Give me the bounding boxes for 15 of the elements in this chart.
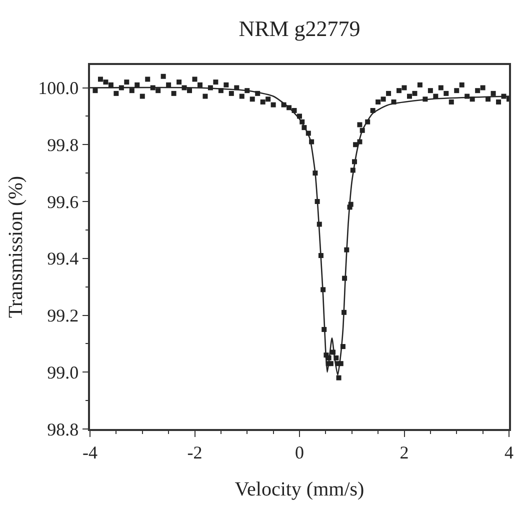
x-axis-title: Velocity (mm/s): [234, 478, 364, 500]
y-tick-label: 99.0: [47, 362, 79, 382]
x-tick-label: -4: [82, 442, 98, 462]
y-tick-label: 99.6: [47, 192, 79, 212]
y-axis-title: Transmission (%): [5, 176, 28, 318]
chart-title: NRM g22779: [238, 16, 360, 41]
y-tick-label: 99.8: [47, 134, 79, 155]
y-tick-label: 99.4: [47, 248, 79, 269]
y-tick-label: 98.8: [47, 419, 79, 440]
y-tick-label: 100.0: [38, 78, 79, 98]
x-tick-label: 4: [504, 442, 514, 462]
x-tick-label: -2: [187, 442, 202, 462]
x-tick-label: 0: [295, 442, 304, 462]
x-tick-label: 2: [400, 442, 409, 462]
y-tick-label: 99.2: [47, 306, 79, 326]
